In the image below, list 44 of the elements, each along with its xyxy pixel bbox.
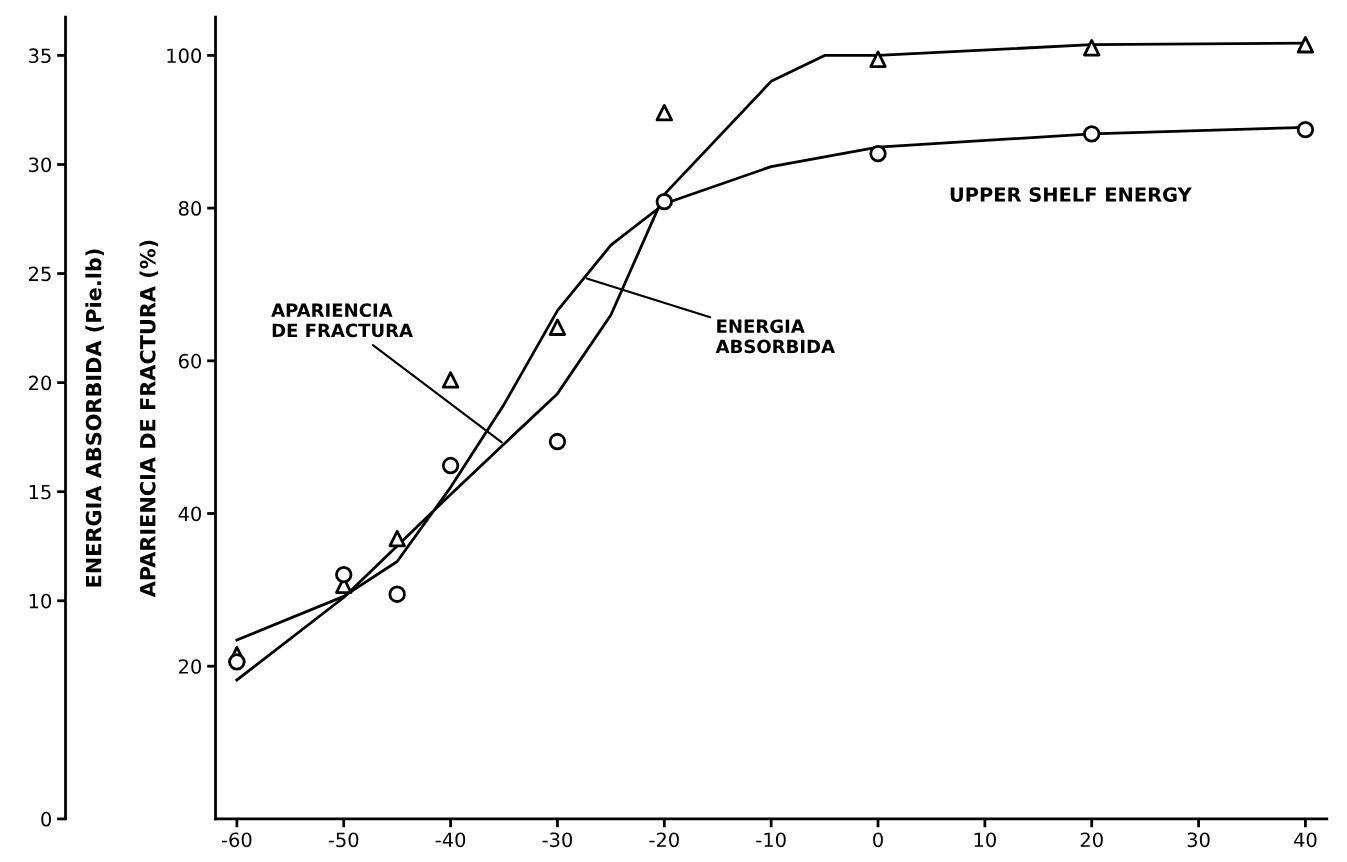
y2-tick-label: 35 xyxy=(29,48,51,64)
y2-tick-label: 10 xyxy=(29,593,52,609)
x-tick-label: 10 xyxy=(974,832,996,848)
x-tick-label: -50 xyxy=(328,832,359,848)
point xyxy=(869,50,887,68)
y-tick-label: 60 xyxy=(178,353,202,369)
point xyxy=(1296,120,1315,139)
y2-tick-label: 30 xyxy=(29,157,52,173)
annotation: UPPER SHELF ENERGY xyxy=(950,187,1192,202)
point xyxy=(1083,39,1101,57)
point xyxy=(335,565,353,584)
y-tick-label: 100 xyxy=(167,48,202,64)
x-tick-label: 20 xyxy=(1080,832,1103,848)
y-axis-title: APARIENCIA DE FRACTURA (%) xyxy=(139,240,159,598)
point xyxy=(1296,36,1315,54)
x-tick-label: -40 xyxy=(435,832,466,848)
y2-tick-label: 20 xyxy=(29,375,52,391)
point xyxy=(228,653,246,671)
x-tick-label: -20 xyxy=(649,832,679,848)
y-tick-label: 20 xyxy=(179,659,202,674)
point xyxy=(548,318,567,336)
x-tick-label: 40 xyxy=(1294,832,1317,848)
point xyxy=(655,192,673,211)
point xyxy=(1083,125,1101,143)
y-tick-label: 40 xyxy=(178,506,202,522)
point xyxy=(388,530,406,548)
point xyxy=(869,144,887,163)
y2-tick-label: 25 xyxy=(29,266,51,282)
point xyxy=(655,104,673,122)
x-tick-label: 30 xyxy=(1187,832,1210,848)
point xyxy=(388,585,406,603)
point xyxy=(441,371,460,389)
x-tick-label: -10 xyxy=(756,832,786,848)
y2-tick-label: 0 xyxy=(41,811,52,827)
annotation: APARIENCIA DE FRACTURA xyxy=(271,303,413,338)
x-tick-label: -60 xyxy=(221,832,252,848)
point xyxy=(441,456,460,475)
point xyxy=(548,432,567,451)
y2-axis-title: ENERGIA ABSORBIDA (Pie.lb) xyxy=(85,249,104,587)
y-tick-label: 80 xyxy=(178,201,202,216)
annotation: ENERGIA ABSORBIDA xyxy=(715,319,835,354)
x-tick-label: -30 xyxy=(542,832,573,848)
y2-tick-label: 15 xyxy=(29,484,51,500)
x-tick-label: 0 xyxy=(873,832,883,848)
